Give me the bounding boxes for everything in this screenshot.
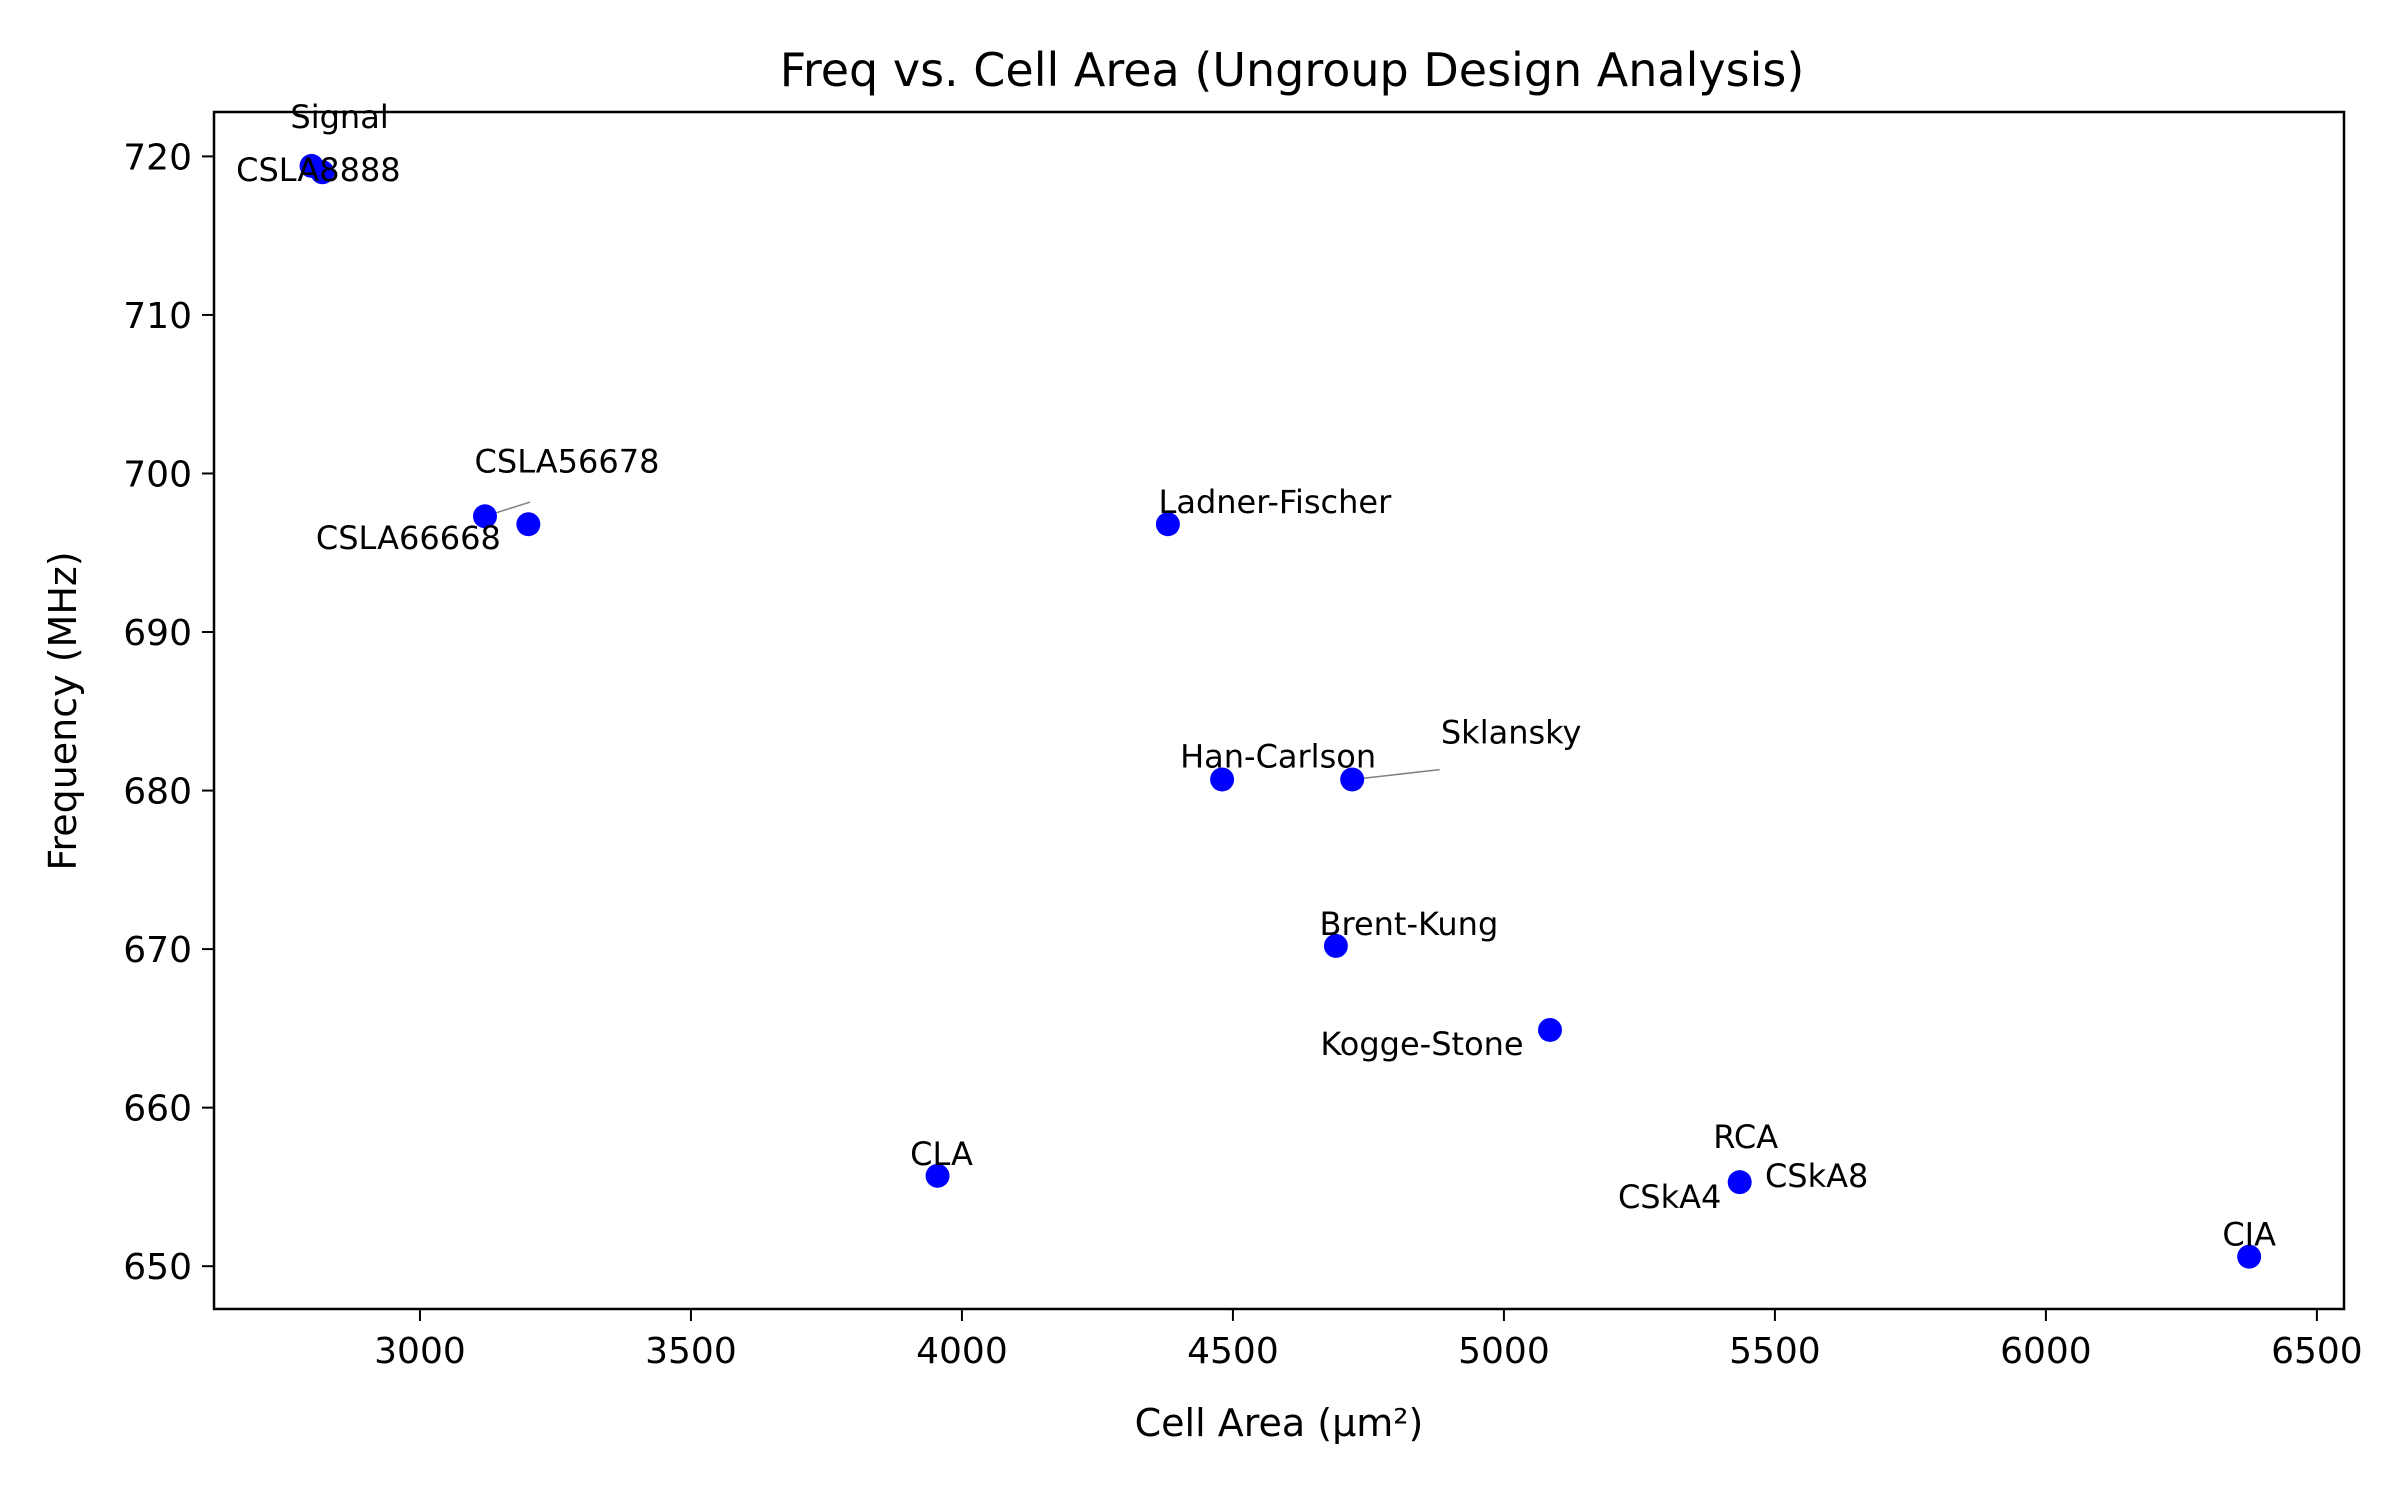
leader-line-sklansky [1352,768,1440,781]
point-kogge-stone [1537,1017,1562,1042]
x-tick-label: 5500 [1729,1331,1821,1372]
label-csla66668: CSLA66668 [316,519,501,557]
y-tick-label: 710 [123,296,192,337]
label-cska8: CSkA8 [1765,1157,1868,1195]
y-axis: 650 660 670 680 690 700 710 720 [123,137,214,1288]
label-csla56678: CSLA56678 [475,442,660,480]
point-csla66668 [516,512,541,537]
point-cia [2237,1244,2262,1269]
label-signal: Signal [290,98,388,136]
plot-area-frame [212,110,2346,1311]
y-tick-label: 650 [123,1247,192,1288]
x-tick-label: 6000 [2000,1331,2092,1372]
x-axis: 3000 3500 4000 4500 5000 5500 6000 6500 [374,1309,2363,1372]
x-axis-title: Cell Area (μm²) [1135,1401,1424,1445]
x-tick-label: 3000 [374,1331,466,1372]
x-tick-label: 4500 [1187,1331,1279,1372]
point-csla8888 [310,160,335,185]
y-tick-label: 700 [123,454,192,495]
x-tick-label: 4000 [916,1331,1008,1372]
x-tick-label: 3500 [645,1331,737,1372]
point-han-carlson [1210,767,1235,792]
x-tick-label: 5000 [1458,1331,1550,1372]
label-cia: CIA [2222,1216,2276,1254]
label-han-carlson: Han-Carlson [1180,737,1376,775]
point-brent-kung [1323,933,1348,958]
chart-title: Freq vs. Cell Area (Ungroup Design Analy… [780,43,1805,97]
y-tick-label: 660 [123,1089,192,1130]
y-tick-label: 680 [123,772,192,813]
y-tick-label: 720 [123,137,192,178]
data-points [299,153,2262,1269]
label-sklansky: Sklansky [1441,713,1582,751]
label-rca: RCA [1713,1118,1778,1156]
leader-lines [484,501,1744,1183]
point-csla56678 [472,504,497,529]
label-ladner-fischer: Ladner-Fischer [1159,483,1393,521]
point-cla [925,1163,950,1188]
point-sklansky [1340,767,1365,792]
label-cla: CLA [910,1135,973,1173]
point-labels: Signal CSLA8888 CSLA56678 CSLA66668 Ladner-F… [236,98,2276,1254]
label-brent-kung: Brent-Kung [1320,905,1499,943]
point-rca [1727,1170,1752,1195]
y-axis-title: Frequency (MHz) [41,551,85,870]
label-cska4: CSkA4 [1618,1178,1721,1216]
label-csla8888: CSLA8888 [236,151,401,189]
x-tick-label: 6500 [2271,1331,2363,1372]
y-tick-label: 670 [123,930,192,971]
label-kogge-stone: Kogge-Stone [1320,1025,1523,1063]
y-tick-label: 690 [123,613,192,654]
point-ladner-fischer [1155,512,1180,537]
